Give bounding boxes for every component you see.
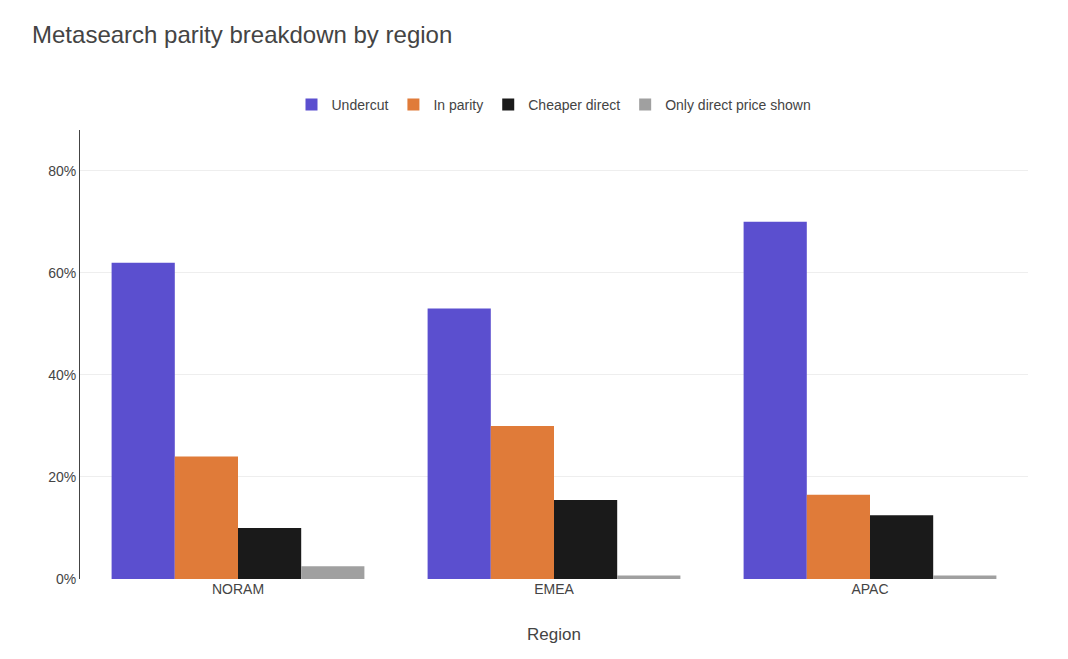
svg-text:In parity: In parity [433,97,483,113]
svg-text:40%: 40% [48,367,76,383]
svg-text:EMEA: EMEA [534,581,574,597]
svg-text:Metasearch parity breakdown by: Metasearch parity breakdown by region [32,21,452,48]
svg-text:0%: 0% [56,571,76,587]
svg-text:80%: 80% [48,163,76,179]
svg-text:APAC: APAC [851,581,888,597]
svg-text:Region: Region [527,625,581,644]
svg-text:NORAM: NORAM [212,581,264,597]
svg-text:60%: 60% [48,265,76,281]
svg-text:20%: 20% [48,469,76,485]
svg-text:Cheaper direct: Cheaper direct [528,97,620,113]
svg-text:Only direct price shown: Only direct price shown [665,97,811,113]
svg-text:Undercut: Undercut [332,97,389,113]
